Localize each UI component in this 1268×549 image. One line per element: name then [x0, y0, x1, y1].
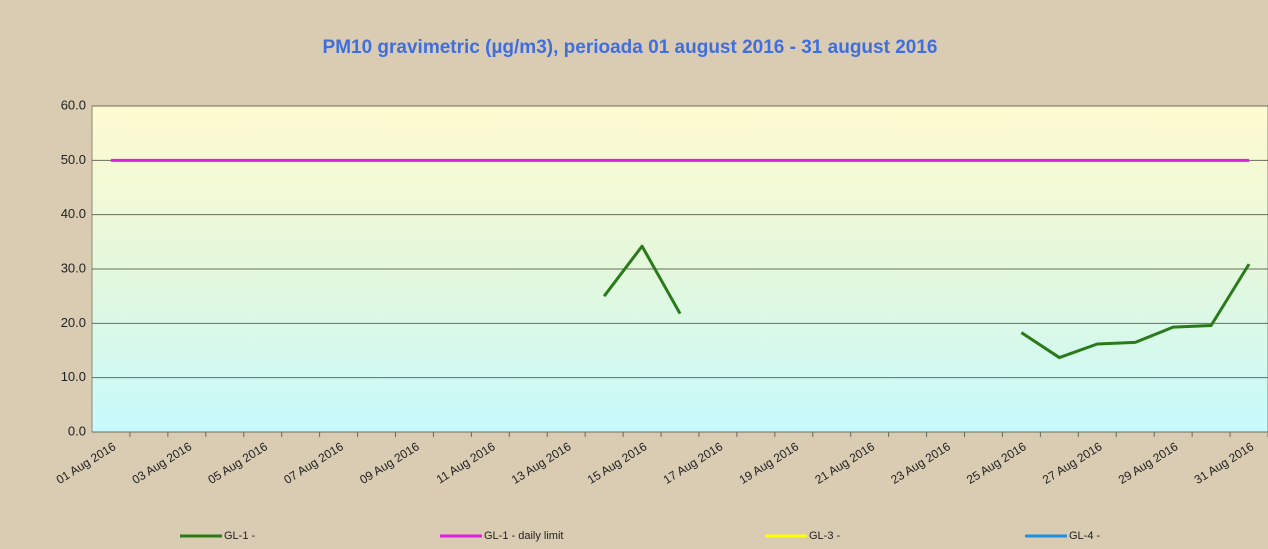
legend-label: GL-1 - daily limit	[484, 530, 563, 542]
y-tick-label: 50.0	[61, 152, 86, 167]
legend-label: GL-1 -	[224, 530, 256, 542]
legend-label: GL-3 -	[809, 530, 841, 542]
chart-title: PM10 gravimetric (µg/m3), perioada 01 au…	[323, 37, 938, 58]
y-tick-label: 20.0	[61, 315, 86, 330]
y-tick-label: 30.0	[61, 260, 86, 275]
y-tick-label: 0.0	[68, 423, 86, 438]
series-line	[602, 244, 1251, 360]
legend-label: GL-4 -	[1069, 530, 1101, 542]
y-tick-label: 40.0	[61, 206, 86, 221]
y-tick-label: 10.0	[61, 369, 86, 384]
y-tick-label: 60.0	[61, 97, 86, 112]
